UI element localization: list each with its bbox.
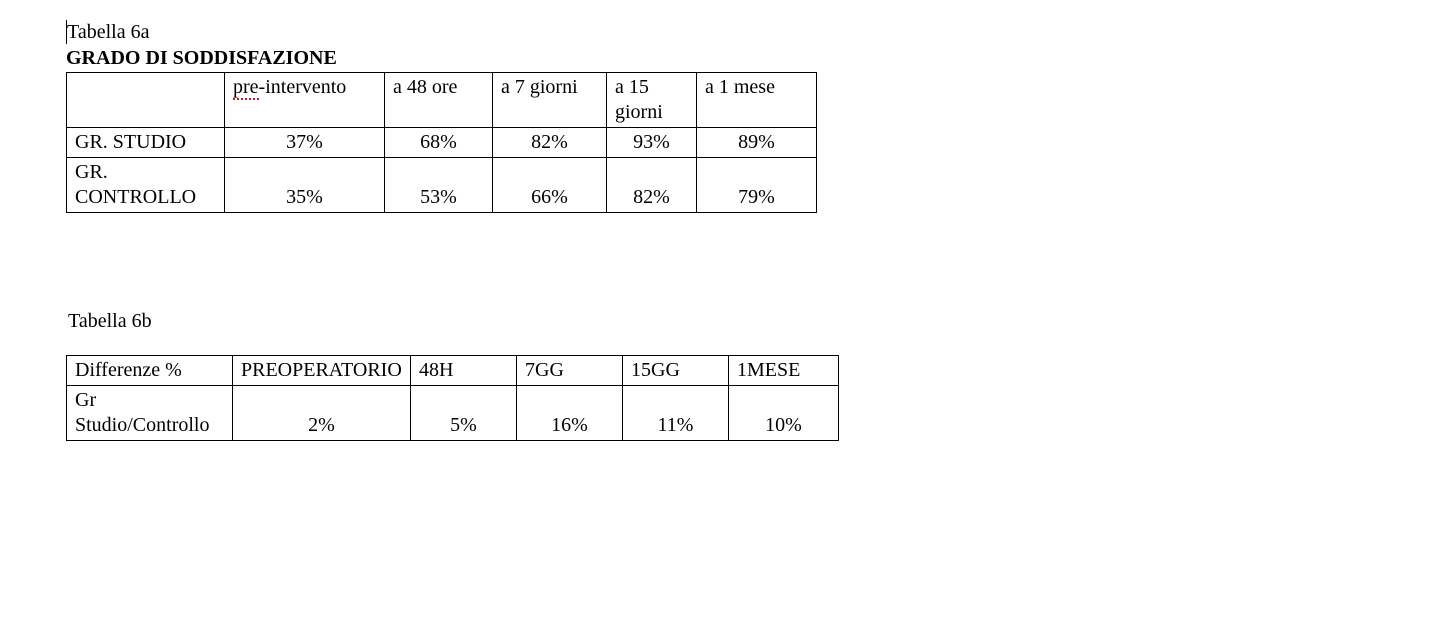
table-b: Differenze % PREOPERATORIO 48H 7GG 15GG … bbox=[66, 355, 839, 441]
table-b-header-15gg: 15GG bbox=[623, 356, 729, 386]
table-b-header-differenze: Differenze % bbox=[67, 356, 233, 386]
table-b-header-7gg: 7GG bbox=[517, 356, 623, 386]
cell-value: 10% bbox=[729, 386, 839, 441]
cell-value: 68% bbox=[385, 128, 493, 158]
row-label: GrStudio/Controllo bbox=[67, 386, 233, 441]
cell-value: 35% bbox=[225, 158, 385, 213]
table-a-header-preintervento: pre-intervento bbox=[225, 73, 385, 128]
cell-value: 66% bbox=[493, 158, 607, 213]
table-row: GrStudio/Controllo 2% 5% 16% 11% 10% bbox=[67, 386, 839, 441]
table-a-header-blank bbox=[67, 73, 225, 128]
cell-value: 93% bbox=[607, 128, 697, 158]
cell-value: 89% bbox=[697, 128, 817, 158]
table-a-header-row: pre-intervento a 48 ore a 7 giorni a 15g… bbox=[67, 73, 817, 128]
vertical-gap bbox=[66, 213, 1454, 309]
spellcheck-underline: pre bbox=[233, 76, 259, 100]
cell-value: 37% bbox=[225, 128, 385, 158]
table-a: pre-intervento a 48 ore a 7 giorni a 15g… bbox=[66, 72, 817, 213]
cell-value: 82% bbox=[607, 158, 697, 213]
table-b-caption: Tabella 6b bbox=[68, 309, 1454, 333]
table-a-header-7giorni: a 7 giorni bbox=[493, 73, 607, 128]
table-b-header-preop: PREOPERATORIO bbox=[233, 356, 411, 386]
table-a-header-1mese: a 1 mese bbox=[697, 73, 817, 128]
cell-value: 11% bbox=[623, 386, 729, 441]
cell-value: 53% bbox=[385, 158, 493, 213]
header-rest: -intervento bbox=[259, 76, 347, 98]
table-a-caption: Tabella 6a bbox=[66, 20, 1454, 44]
cell-value: 79% bbox=[697, 158, 817, 213]
cell-value: 2% bbox=[233, 386, 411, 441]
table-a-title: GRADO DI SODDISFAZIONE bbox=[66, 46, 1454, 70]
row-label: GR.CONTROLLO bbox=[67, 158, 225, 213]
cell-value: 5% bbox=[411, 386, 517, 441]
table-row: GR.CONTROLLO 35% 53% 66% 82% 79% bbox=[67, 158, 817, 213]
table-a-header-48ore: a 48 ore bbox=[385, 73, 493, 128]
cell-value: 16% bbox=[517, 386, 623, 441]
table-b-header-48h: 48H bbox=[411, 356, 517, 386]
table-a-header-15giorni: a 15giorni bbox=[607, 73, 697, 128]
table-row: GR. STUDIO 37% 68% 82% 93% 89% bbox=[67, 128, 817, 158]
cell-value: 82% bbox=[493, 128, 607, 158]
table-b-header-1mese: 1MESE bbox=[729, 356, 839, 386]
table-b-header-row: Differenze % PREOPERATORIO 48H 7GG 15GG … bbox=[67, 356, 839, 386]
row-label: GR. STUDIO bbox=[67, 128, 225, 158]
